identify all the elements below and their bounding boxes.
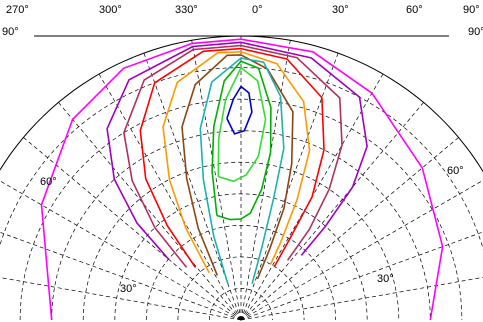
contour-line-0 (40, 38, 444, 321)
contour-line-3 (139, 47, 325, 269)
top-tick-30: 30° (332, 4, 349, 16)
top-tick-0: 0° (252, 4, 263, 16)
elev-left-30: 30° (120, 283, 137, 295)
elev-left-60: 60° (40, 176, 57, 188)
elev-right-60: 60° (447, 165, 464, 177)
top-tick-90: 90° (463, 4, 480, 16)
azimuth-spoke-50 (240, 137, 459, 321)
azimuth-spoke--60 (0, 180, 242, 321)
top-tick-270: 270° (6, 4, 29, 16)
azimuth-spoke-10 (240, 40, 291, 321)
contour-line-5 (181, 54, 294, 280)
contour-line-2 (123, 44, 343, 268)
azimuth-spoke--30 (98, 73, 242, 321)
azimuth-spoke-60 (240, 179, 483, 321)
top-tick-60: 60° (406, 4, 423, 16)
axis-labels: 270° 300° 330° 0° 30° 60° 90° 90° 60° 30… (2, 4, 483, 295)
azimuth-spoke--70 (0, 231, 242, 321)
azimuth-spoke-80 (240, 276, 483, 321)
elev-right-30: 30° (377, 273, 394, 285)
contour-line-7 (211, 60, 272, 221)
azimuth-spoke--10 (191, 40, 242, 321)
azimuth-spoke-20 (240, 52, 339, 321)
contour-line-1 (106, 41, 368, 260)
contour-lines (40, 38, 444, 321)
contour-line-6 (199, 57, 285, 285)
contour-line-9 (226, 85, 253, 135)
azimuth-spoke--50 (23, 137, 242, 321)
contour-line-8 (217, 66, 267, 183)
top-tick-300: 300° (99, 4, 122, 16)
azimuth-spoke--80 (0, 277, 242, 321)
elev-left-90: 90° (2, 26, 19, 38)
contour-line-4 (162, 51, 311, 274)
elev-right-90: 90° (468, 26, 483, 38)
azimuth-spoke-70 (240, 231, 483, 321)
azimuth-spoke--20 (143, 52, 242, 321)
top-tick-330: 330° (175, 4, 198, 16)
azimuth-spoke-40 (240, 102, 424, 321)
azimuth-spoke--40 (58, 102, 242, 321)
